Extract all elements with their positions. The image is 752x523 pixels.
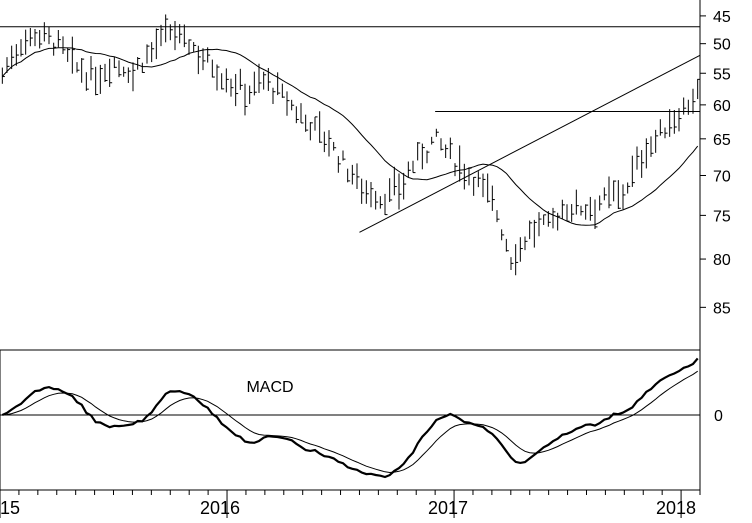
price-axis-ticks: 85 80 75 70 65 60 55 50 45 [700,9,731,317]
macd-title: MACD [246,379,293,396]
price-axis-tick-label: 70 [713,169,731,186]
price-axis-tick-label: 65 [713,132,731,149]
price-axis-tick-label: 50 [713,37,731,54]
trendline [359,54,701,233]
time-label-2016: 2016 [200,498,240,518]
time-label-2015: 15 [0,498,20,518]
moving-average-line [1,47,699,226]
macd-line [1,357,699,479]
price-axis-tick-label: 55 [713,66,731,83]
price-axis-tick-label: 45 [713,9,731,26]
time-axis-ticks [0,490,701,518]
time-axis: 15 2016 2017 2018 [0,489,701,518]
macd-panel: MACD 0 [0,349,723,491]
macd-signal-line [2,370,698,474]
macd-axis-tick-0: 0 [714,408,723,425]
time-label-2017: 2017 [428,498,468,518]
price-panel: 85 80 75 70 65 60 55 50 45 [0,0,731,350]
price-axis-tick-label: 60 [713,98,731,115]
price-bars [1,14,701,276]
price-axis-tick-label: 75 [713,208,731,225]
price-axis-tick-label: 80 [713,252,731,269]
time-label-2018: 2018 [656,498,696,518]
price-axis-tick-label: 85 [713,300,731,317]
